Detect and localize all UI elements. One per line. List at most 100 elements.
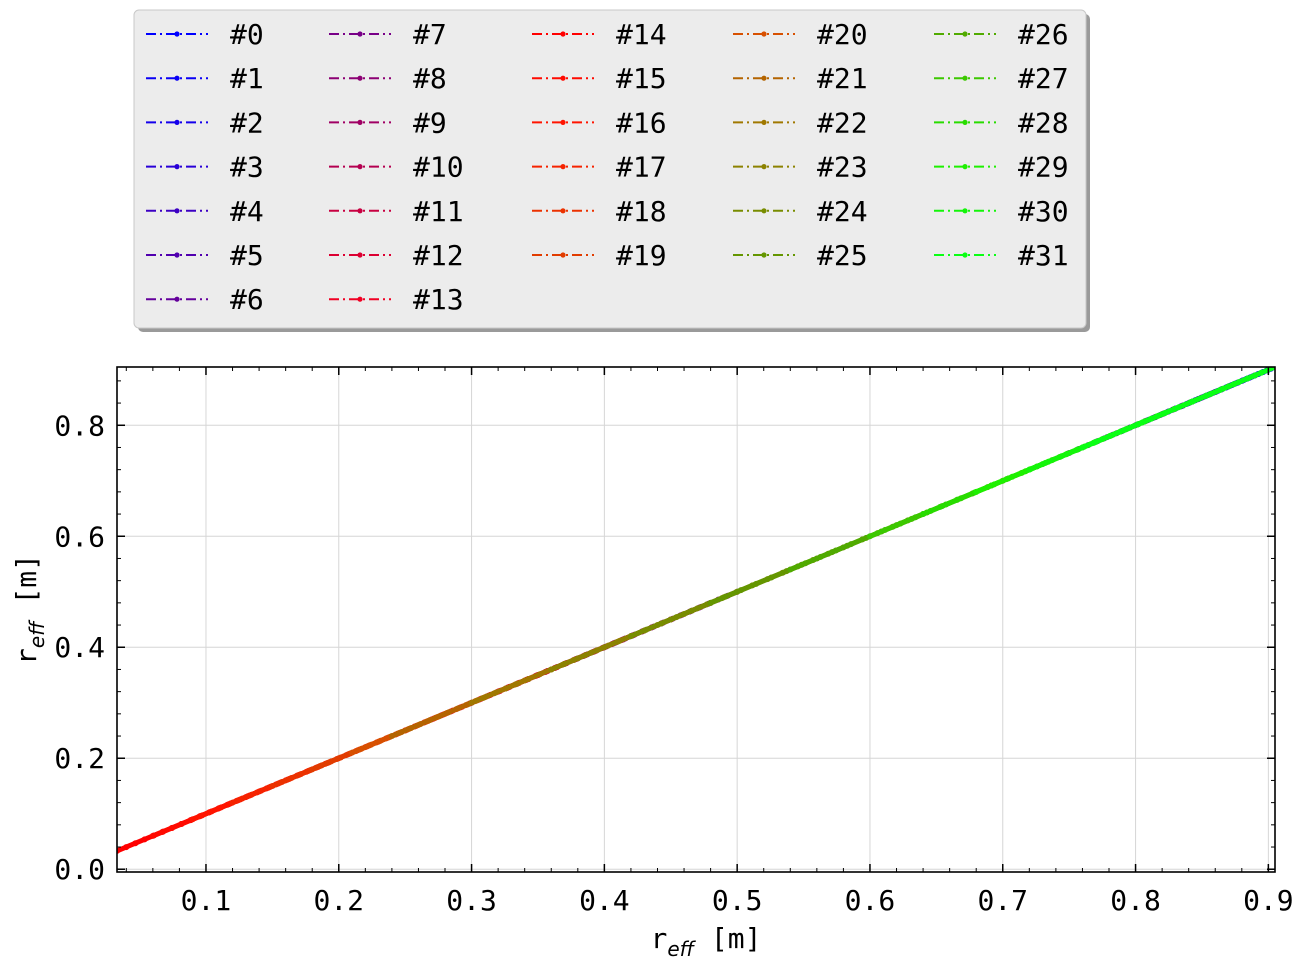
x-tick-label: 0.6 <box>845 884 896 917</box>
series-marker <box>239 795 246 802</box>
legend-entry: #15 <box>532 62 667 95</box>
series-marker <box>123 844 130 851</box>
series-marker <box>548 666 555 673</box>
legend-label: #16 <box>616 106 667 139</box>
series-marker <box>973 488 980 495</box>
plot-area <box>117 367 1275 872</box>
legend-marker <box>357 164 363 170</box>
legend-label: #18 <box>616 195 667 228</box>
legend-label: #5 <box>230 239 264 272</box>
legend-marker <box>357 208 363 214</box>
series-marker <box>208 808 215 815</box>
series-marker <box>278 779 285 786</box>
legend-label: #1 <box>230 62 264 95</box>
legend-entry: #4 <box>146 195 264 228</box>
series-marker <box>1230 381 1237 388</box>
y-axis-label-unit: [m] <box>10 554 43 621</box>
y-tick-label: 0.6 <box>54 520 105 553</box>
legend-marker <box>962 31 968 37</box>
x-tick-label: 0.3 <box>446 884 497 917</box>
y-tick-label: 0.0 <box>54 853 105 886</box>
series-marker <box>328 758 335 765</box>
series-marker <box>1161 409 1168 416</box>
series-marker <box>1120 427 1127 434</box>
series-marker <box>561 660 568 667</box>
legend: #0 #1 #2 #3 #4 #5 #6 #7 #8 #9 #10 #11 #12 #13 #14 #15 #1… <box>133 9 1090 332</box>
legend-label: #6 <box>230 283 264 316</box>
series-marker <box>407 725 414 732</box>
legend-entry: #23 <box>733 151 868 184</box>
legend-marker <box>357 296 363 302</box>
legend-marker <box>962 208 968 214</box>
series-marker <box>141 836 148 843</box>
legend-entry: #25 <box>733 239 868 272</box>
legend-label: #26 <box>1018 18 1069 51</box>
series-marker <box>991 481 998 488</box>
series-group <box>117 367 1275 854</box>
ticks: 0.1 0.2 0.3 0.4 0.5 0.6 0.7 0.8 0.9 0.0 0.2 0.4 0.6 0… <box>54 367 1294 917</box>
series-marker <box>1134 421 1141 428</box>
legend-marker <box>560 252 566 258</box>
series-marker <box>318 762 325 769</box>
legend-box <box>133 9 1087 329</box>
legend-entry: #16 <box>532 106 667 139</box>
legend-entry: #24 <box>733 195 868 228</box>
series-marker <box>199 812 206 819</box>
legend-entry: #28 <box>934 106 1069 139</box>
series-marker <box>588 649 595 656</box>
y-axis-label-sub: eff <box>25 619 49 648</box>
series-marker <box>445 709 452 716</box>
legend-marker <box>357 31 363 37</box>
legend-entry: #29 <box>934 151 1069 184</box>
series-marker <box>269 782 276 789</box>
legend-marker <box>357 75 363 81</box>
legend-label: #23 <box>817 151 868 184</box>
legend-marker <box>761 208 767 214</box>
legend-marker <box>174 296 180 302</box>
series-marker <box>817 553 824 560</box>
series-marker <box>417 721 424 728</box>
legend-label: #3 <box>230 151 264 184</box>
series-marker <box>1042 459 1049 466</box>
legend-label: #11 <box>413 195 464 228</box>
series-marker <box>768 574 775 581</box>
series-marker <box>168 825 175 832</box>
y-tick-label: 0.8 <box>54 409 105 442</box>
legend-entry: #14 <box>532 18 667 51</box>
series-marker <box>309 766 316 773</box>
legend-marker <box>962 75 968 81</box>
x-axis-label-sub: eff <box>667 937 696 961</box>
series-marker <box>897 520 904 527</box>
series-marker <box>1093 438 1100 445</box>
series-marker <box>229 799 236 806</box>
legend-label: #22 <box>817 106 868 139</box>
legend-marker <box>962 252 968 258</box>
legend-label: #27 <box>1018 62 1069 95</box>
series-marker <box>1026 466 1033 473</box>
series-marker <box>149 832 156 839</box>
y-tick-label: 0.2 <box>54 742 105 775</box>
series-marker <box>178 821 185 828</box>
legend-entry: #2 <box>146 106 264 139</box>
legend-label: #29 <box>1018 151 1069 184</box>
legend-label: #2 <box>230 106 264 139</box>
legend-entry: #10 <box>329 151 464 184</box>
legend-entry: #19 <box>532 239 667 272</box>
series-marker <box>912 514 919 521</box>
x-axis-label-unit: [m] <box>694 922 761 955</box>
series-marker <box>297 771 304 778</box>
series-marker <box>688 607 695 614</box>
legend-marker <box>761 31 767 37</box>
series-marker <box>257 787 264 794</box>
legend-marker <box>357 119 363 125</box>
legend-label: #0 <box>230 18 264 51</box>
series-marker <box>514 680 521 687</box>
series-marker <box>787 566 794 573</box>
series-marker <box>1244 375 1251 382</box>
legend-marker <box>761 252 767 258</box>
series-marker <box>1009 473 1016 480</box>
series-marker <box>377 737 384 744</box>
legend-entry: #0 <box>146 18 264 51</box>
legend-entry: #21 <box>733 62 868 95</box>
